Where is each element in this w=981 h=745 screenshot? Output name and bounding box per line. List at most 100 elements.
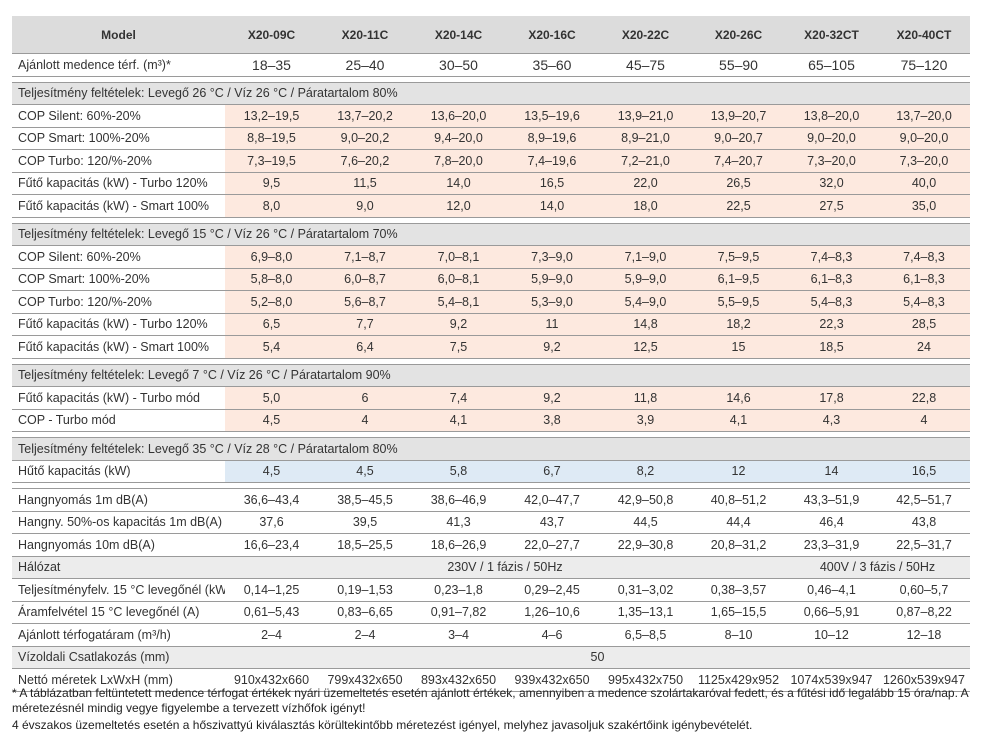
row-label: Hálózat	[12, 556, 225, 579]
table-row: Áramfelvétel 15 °C levegőnél (A) 0,61–5,4…	[12, 601, 970, 624]
section-title: Teljesítmény feltételek: Levegő 15 °C / …	[12, 222, 970, 246]
table-row: COP Turbo: 120/%-20% 7,3–19,5 7,6–20,2 7,8–…	[12, 149, 970, 173]
value-cell: 18–35	[225, 53, 318, 77]
value-cell: 15	[692, 335, 785, 359]
row-label: Hangnyomás 1m dB(A)	[12, 488, 225, 512]
model-name: X20-09C	[225, 16, 318, 54]
row-label: Ajánlott medence térf. (m³)*	[12, 53, 225, 77]
value-cell: 0,66–5,91	[785, 601, 878, 624]
section-title: Teljesítmény feltételek: Levegő 7 °C / V…	[12, 363, 970, 387]
value-cell: 7,4–8,3	[785, 245, 878, 269]
value-cell: 44,4	[692, 511, 785, 534]
value-cell: 38,6–46,9	[412, 488, 505, 512]
value-cell: 12,5	[599, 335, 692, 359]
value-cell: 5,4–8,3	[878, 290, 970, 314]
table-row: COP Turbo: 120/%-20% 5,2–8,0 5,6–8,7 5,4–8,…	[12, 290, 970, 314]
row-label: COP Turbo: 120/%-20%	[12, 149, 225, 173]
value-cell: 6,1–8,3	[878, 268, 970, 291]
value-cell: 20,8–31,2	[692, 533, 785, 557]
value-cell: 1074x539x947	[785, 668, 878, 692]
value-cell: 35,0	[878, 194, 970, 218]
model-name: X20-32CT	[785, 16, 878, 54]
value-cell: 28,5	[878, 313, 970, 336]
value-cell: 4	[878, 409, 970, 432]
footnote-seasons: 4 évszakos üzemeltetés esetén a hőszivat…	[12, 718, 753, 732]
gap-cell	[12, 217, 970, 223]
value-cell: 7,8–20,0	[412, 149, 505, 173]
value-cell: 50	[225, 646, 970, 669]
value-cell: 4,5	[225, 409, 318, 432]
value-cell: 7,3–20,0	[785, 149, 878, 173]
value-cell: 8–10	[692, 623, 785, 647]
table-row: Ajánlott térfogatáram (m³/h) 2–4 2–4 3–4 4–6…	[12, 623, 970, 647]
value-cell: 22,9–30,8	[599, 533, 692, 557]
table-row: Hálózat 230V / 1 fázis / 50Hz 400V / 3 fáz…	[12, 556, 970, 579]
value-cell: 0,60–5,7	[878, 578, 970, 602]
value-cell: 0,61–5,43	[225, 601, 318, 624]
value-cell: 23,3–31,9	[785, 533, 878, 557]
value-cell: 7,4–8,3	[878, 245, 970, 269]
value-cell: 55–90	[692, 53, 785, 77]
section-gap	[12, 358, 970, 364]
value-cell: 44,5	[599, 511, 692, 534]
row-label: Fűtő kapacitás (kW) - Turbo mód	[12, 386, 225, 410]
value-cell: 4	[318, 409, 412, 432]
value-cell: 0,23–1,8	[412, 578, 505, 602]
value-cell: 9,2	[505, 386, 599, 410]
value-cell: 6,1–8,3	[785, 268, 878, 291]
value-cell: 10–12	[785, 623, 878, 647]
value-cell: 7,1–8,7	[318, 245, 412, 269]
value-cell: 0,46–4,1	[785, 578, 878, 602]
value-cell: 0,91–7,82	[412, 601, 505, 624]
value-cell: 7,6–20,2	[318, 149, 412, 173]
row-label: Hangnyomás 10m dB(A)	[12, 533, 225, 557]
value-cell: 24	[878, 335, 970, 359]
section-gap	[12, 76, 970, 82]
value-cell: 12,0	[412, 194, 505, 218]
section-header: Teljesítmény feltételek: Levegő 15 °C / …	[12, 222, 970, 246]
value-cell: 6,5–8,5	[599, 623, 692, 647]
model-name: X20-26C	[692, 16, 785, 54]
value-cell: 22,0–27,7	[505, 533, 599, 557]
row-label: Ajánlott térfogatáram (m³/h)	[12, 623, 225, 647]
value-cell: 910x432x660	[225, 668, 318, 692]
value-cell: 6,1–9,5	[692, 268, 785, 291]
value-cell: 2–4	[225, 623, 318, 647]
value-cell: 13,7–20,0	[878, 104, 970, 128]
value-cell: 939x432x650	[505, 668, 599, 692]
value-cell: 43,7	[505, 511, 599, 534]
value-cell: 5,4–8,1	[412, 290, 505, 314]
value-cell: 45–75	[599, 53, 692, 77]
value-cell: 18,5	[785, 335, 878, 359]
row-label: COP Smart: 100%-20%	[12, 268, 225, 291]
value-cell: 9,0–20,2	[318, 127, 412, 150]
value-cell: 18,2	[692, 313, 785, 336]
row-label: Nettó méretek LxWxH (mm)	[12, 668, 225, 692]
value-cell: 12–18	[878, 623, 970, 647]
value-cell: 36,6–43,4	[225, 488, 318, 512]
value-cell: 16,5	[505, 172, 599, 195]
value-cell: 7,3–20,0	[878, 149, 970, 173]
value-cell: 32,0	[785, 172, 878, 195]
value-cell: 42,9–50,8	[599, 488, 692, 512]
table-row: Vízoldali Csatlakozás (mm) 50	[12, 646, 970, 669]
value-cell: 14	[785, 460, 878, 483]
table-row: COP Silent: 60%-20% 13,2–19,5 13,7–20,2 13,…	[12, 104, 970, 128]
value-cell: 14,0	[505, 194, 599, 218]
table-row: COP Smart: 100%-20% 5,8–8,0 6,0–8,7 6,0–8,1…	[12, 268, 970, 291]
gap-cell	[12, 76, 970, 82]
value-cell: 11	[505, 313, 599, 336]
value-cell: 9,0–20,0	[785, 127, 878, 150]
table-row: Fűtő kapacitás (kW) - Turbo 120% 6,5 7,7 9,…	[12, 313, 970, 336]
value-cell: 11,8	[599, 386, 692, 410]
row-label: COP Silent: 60%-20%	[12, 245, 225, 269]
section-gap	[12, 482, 970, 489]
value-cell: 40,8–51,2	[692, 488, 785, 512]
section-title: Teljesítmény feltételek: Levegő 26 °C / …	[12, 81, 970, 105]
value-cell: 893x432x650	[412, 668, 505, 692]
value-cell: 0,31–3,02	[599, 578, 692, 602]
value-cell: 42,0–47,7	[505, 488, 599, 512]
value-cell: 13,7–20,2	[318, 104, 412, 128]
gap-cell	[12, 358, 970, 364]
